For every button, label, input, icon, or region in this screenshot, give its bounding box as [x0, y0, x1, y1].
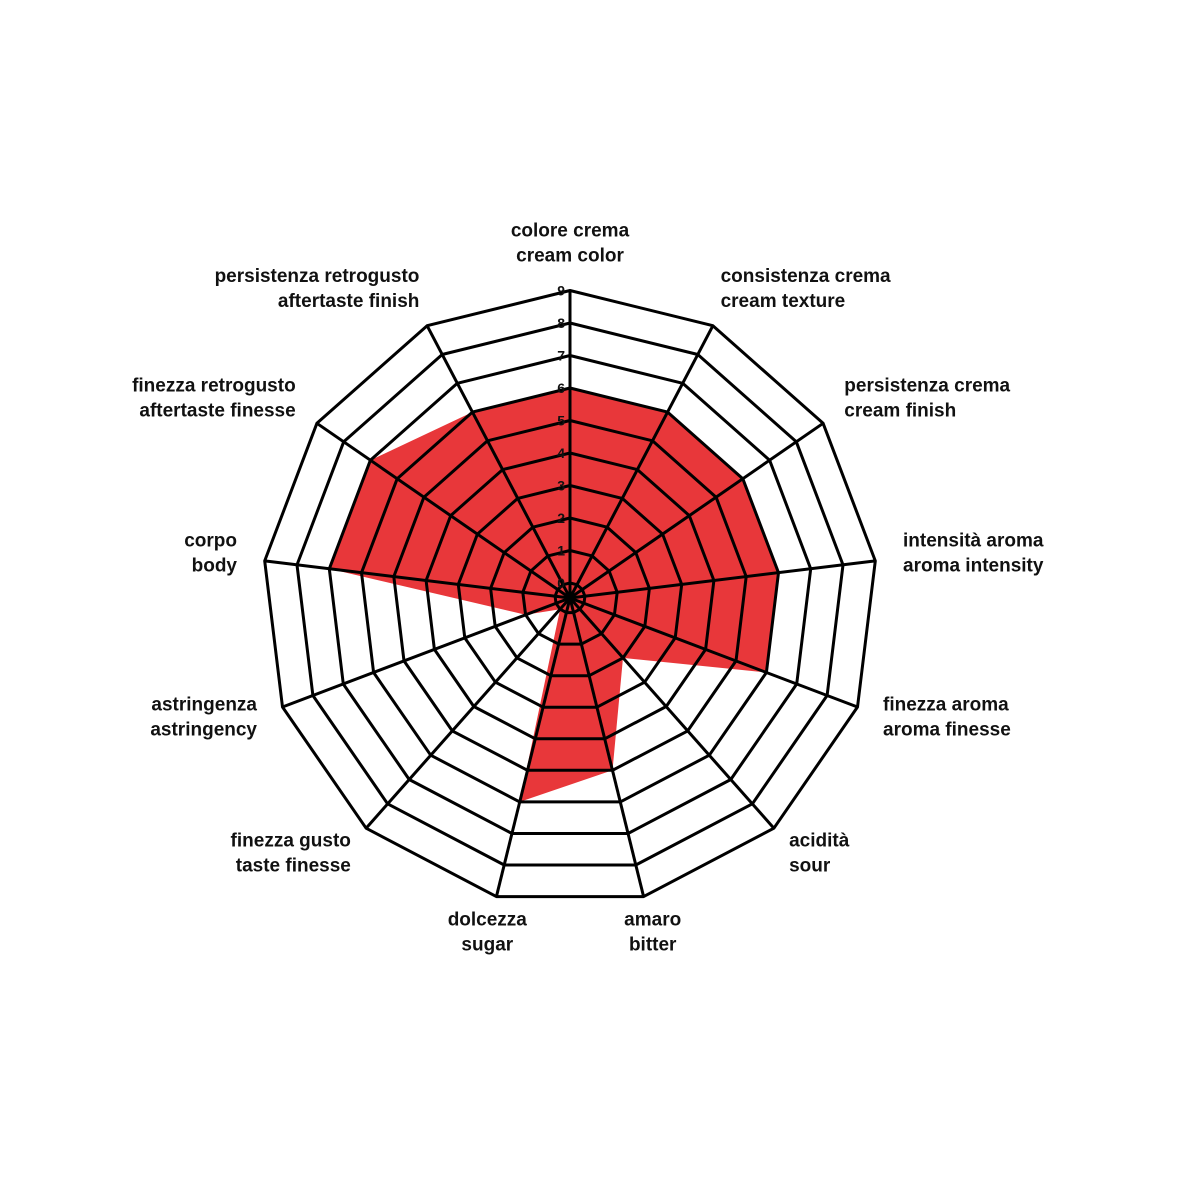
spoke-2 [569, 422, 824, 600]
axis-label-12: persistenza retrogusto aftertaste finish [215, 266, 420, 312]
axis-label-en: cream color [516, 246, 624, 267]
grid-ring-7 [327, 354, 813, 835]
axis-label-en: taste finesse [236, 856, 351, 877]
grid-ring-2 [489, 516, 651, 678]
grid-ring-1 [521, 549, 619, 646]
grid-ring-9 [263, 289, 877, 899]
tick-label-7: 7 [557, 348, 565, 364]
grid-ring-6 [360, 386, 780, 804]
axis-label-it: finezza retrogusto [132, 376, 296, 397]
axis-label-7: dolcezza sugar [448, 910, 528, 956]
axis-label-it: corpo [184, 530, 237, 551]
axis-label-it: acidità [789, 831, 850, 852]
axis-label-4: finezza aroma aroma finesse [883, 695, 1011, 741]
axis-label-en: cream texture [721, 291, 846, 312]
grid-ring-3 [456, 484, 684, 709]
spoke-11 [316, 422, 571, 600]
axis-label-en: bitter [629, 935, 677, 956]
spoke-6 [568, 597, 646, 897]
grid-group [263, 289, 877, 899]
tick-labels-group: 0 1 2 3 4 5 6 7 8 9 [557, 283, 565, 592]
axis-label-it: dolcezza [448, 910, 528, 931]
axis-label-en: aftertaste finesse [139, 401, 295, 422]
axis-label-it: astringenza [151, 695, 257, 716]
axis-label-it: persistenza retrogusto [215, 266, 420, 287]
tick-label-3: 3 [557, 478, 565, 494]
grid-ring-8 [295, 321, 845, 867]
axis-label-11: finezza retrogusto aftertaste finesse [132, 376, 296, 422]
axis-label-it: intensità aroma [903, 530, 1044, 551]
axis-label-it: finezza aroma [883, 695, 1009, 716]
axis-labels-group: colore crema cream color consistenza crema… [132, 221, 1044, 956]
axis-label-it: persistenza crema [844, 376, 1010, 397]
axis-label-en: sour [789, 856, 831, 877]
axis-label-en: cream finish [844, 401, 956, 422]
axis-label-en: astringency [150, 720, 257, 741]
tick-label-6: 6 [557, 380, 565, 396]
tick-label-0: 0 [557, 575, 565, 591]
axis-label-it: finezza gusto [231, 831, 351, 852]
axis-label-en: aftertaste finish [278, 291, 419, 312]
spoke-1 [568, 325, 715, 599]
axis-label-it: colore crema [511, 221, 630, 242]
axis-label-10: corpo body [184, 530, 237, 576]
axis-label-en: sugar [461, 935, 513, 956]
axis-label-en: body [192, 555, 238, 576]
tick-label-9: 9 [557, 283, 565, 299]
spoke-8 [364, 597, 572, 830]
tick-label-5: 5 [557, 413, 565, 429]
spoke-12 [425, 325, 572, 599]
grid-ring-4 [424, 451, 716, 741]
tick-label-2: 2 [557, 510, 565, 526]
axis-label-2: persistenza crema cream finish [844, 376, 1010, 422]
axis-label-0: colore crema cream color [511, 221, 630, 267]
spoke-3 [569, 559, 876, 600]
spoke-9 [281, 596, 571, 709]
tick-label-1: 1 [557, 543, 565, 559]
axis-label-it: consistenza crema [721, 266, 891, 287]
spoke-4 [569, 596, 859, 709]
spoke-10 [264, 559, 571, 600]
grid-ring-5 [392, 419, 748, 772]
spoke-7 [494, 597, 572, 897]
axis-label-8: finezza gusto taste finesse [231, 831, 351, 877]
axis-label-it: amaro [624, 910, 681, 931]
axis-label-9: astringenza astringency [150, 695, 257, 741]
axis-label-5: acidità sour [789, 831, 850, 877]
tick-label-4: 4 [557, 445, 565, 461]
axis-label-3: intensità aroma aroma intensity [903, 530, 1044, 576]
axis-label-6: amaro bitter [624, 910, 681, 956]
spoke-5 [568, 597, 776, 830]
tick-label-8: 8 [557, 315, 565, 331]
axis-label-en: aroma intensity [903, 555, 1044, 576]
axis-label-1: consistenza crema cream texture [721, 266, 891, 312]
axis-label-en: aroma finesse [883, 720, 1011, 741]
